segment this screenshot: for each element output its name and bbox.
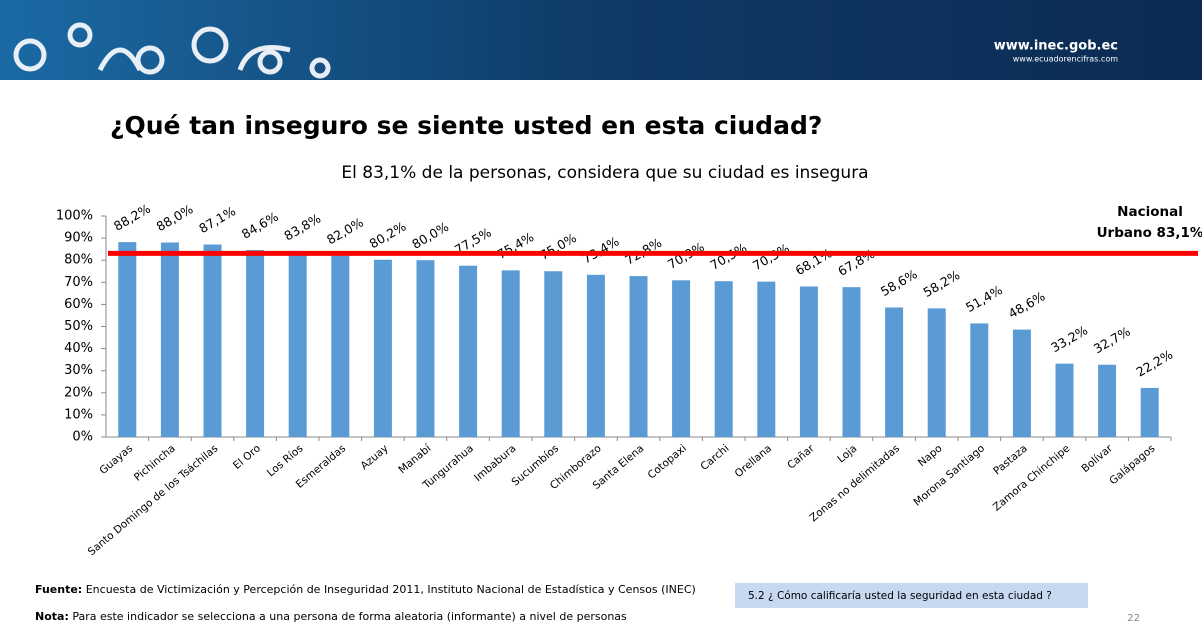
value-label: 58,6% (878, 266, 920, 299)
value-label: 87,1% (196, 203, 238, 236)
bar (459, 266, 477, 437)
bar (757, 282, 775, 437)
slide: www.inec.gob.ec www.ecuadorencifras.com … (0, 0, 1202, 629)
page-number: 22 (1127, 613, 1140, 624)
y-tick-label: 90% (64, 231, 93, 246)
x-tick-label: Galápagos (1107, 442, 1157, 487)
value-label: 80,2% (367, 218, 409, 251)
y-tick-label: 80% (64, 253, 93, 268)
source-text: Encuesta de Victimización y Percepción d… (86, 583, 696, 596)
x-tick-label: Azuay (359, 442, 391, 472)
bar (1013, 330, 1031, 437)
bar (289, 252, 307, 437)
bar (417, 260, 435, 437)
bar (161, 243, 179, 437)
x-tick-label: Guayas (97, 442, 135, 476)
value-label: 48,6% (1006, 288, 1048, 321)
value-label: 88,0% (154, 201, 196, 234)
reference-label: Urbano 83,1% (1097, 225, 1202, 241)
bar (970, 323, 988, 437)
note-label: Nota: (35, 610, 69, 623)
y-tick-label: 70% (64, 275, 93, 290)
header-site2: www.ecuadorencifras.com (1013, 55, 1118, 64)
value-label: 75,0% (537, 230, 579, 263)
bar (928, 308, 946, 437)
note: Nota: Para este indicador se selecciona … (35, 610, 627, 623)
value-label: 70,3% (750, 240, 792, 273)
y-tick-label: 50% (64, 319, 93, 334)
value-label: 22,2% (1133, 347, 1175, 380)
y-tick-label: 20% (64, 385, 93, 400)
value-label: 32,7% (1091, 323, 1133, 356)
value-label: 83,8% (281, 211, 323, 244)
y-tick-label: 40% (64, 341, 93, 356)
bar (672, 280, 690, 437)
value-label: 33,2% (1048, 322, 1090, 355)
x-tick-label: Zamora Chinchipe (991, 442, 1073, 513)
bar (374, 260, 392, 437)
bar (885, 307, 903, 437)
bar (204, 245, 222, 437)
bar (715, 281, 733, 437)
y-tick-label: 100% (56, 209, 93, 224)
bar (1098, 365, 1116, 437)
x-tick-label: Napo (916, 442, 945, 469)
x-tick-label: Orellana (733, 442, 775, 480)
value-label: 80,0% (409, 219, 451, 252)
value-label: 88,2% (111, 201, 153, 234)
value-label: 75,4% (494, 229, 536, 262)
bar (246, 250, 264, 437)
bar (1056, 364, 1074, 437)
bar (800, 286, 818, 437)
bar (118, 242, 136, 437)
source-label: Fuente: (35, 583, 82, 596)
x-tick-label: Bolívar (1079, 442, 1115, 475)
value-label: 58,2% (920, 267, 962, 300)
value-label: 67,8% (835, 246, 877, 279)
x-tick-label: Manabí (396, 442, 434, 476)
value-label: 68,1% (793, 245, 835, 278)
x-tick-label: El Oro (231, 442, 263, 472)
y-tick-label: 30% (64, 363, 93, 378)
question: 5.2 ¿ Cómo calificaría usted la segurida… (748, 590, 1052, 602)
y-tick-label: 60% (64, 297, 93, 312)
bar (587, 275, 605, 437)
x-tick-label: Carchi (698, 442, 731, 473)
bar (630, 276, 648, 437)
y-tick-label: 10% (64, 407, 93, 422)
source: Fuente: Encuesta de Victimización y Perc… (35, 583, 696, 596)
x-tick-label: Loja (835, 442, 859, 465)
value-label: 73,4% (580, 234, 622, 267)
x-tick-label: Cotopaxi (646, 442, 689, 481)
value-label: 70,5% (707, 240, 749, 273)
reference-label: Nacional (1117, 204, 1183, 220)
chart-title: ¿Qué tan inseguro se siente usted en est… (110, 111, 822, 140)
x-tick-label: Los Ríos (265, 442, 306, 479)
header-site: www.inec.gob.ec (994, 39, 1118, 54)
chart-subtitle: El 83,1% de la personas, considera que s… (341, 163, 868, 183)
note-text: Para este indicador se selecciona a una … (72, 610, 627, 623)
bar (544, 271, 562, 437)
bar (331, 256, 349, 437)
page: www.inec.gob.ec www.ecuadorencifras.com … (0, 0, 1202, 629)
x-tick-label: Cañar (785, 442, 817, 472)
x-tick-label: Pastaza (991, 442, 1030, 477)
value-label: 84,6% (239, 209, 281, 242)
x-tick-label: Morona Santiago (911, 442, 987, 508)
bar (843, 287, 861, 437)
bar (1141, 388, 1159, 437)
value-label: 82,0% (324, 215, 366, 248)
bar (502, 270, 520, 437)
value-label: 51,4% (963, 282, 1005, 315)
y-tick-label: 0% (72, 430, 93, 445)
